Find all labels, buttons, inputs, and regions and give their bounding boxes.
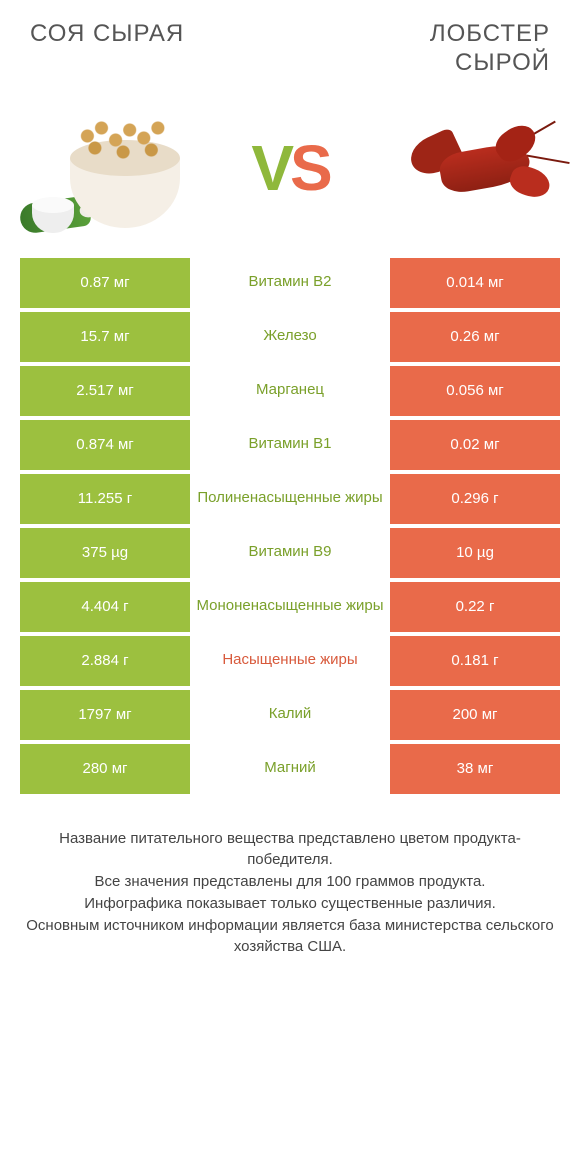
value-left: 2.884 г (20, 636, 190, 686)
value-left: 280 мг (20, 744, 190, 794)
nutrient-label: Витамин B2 (190, 258, 390, 308)
footer-line: Основным источником информации является … (24, 915, 556, 959)
table-row: 2.517 мгМарганец0.056 мг (20, 366, 560, 416)
value-right: 0.014 мг (390, 258, 560, 308)
value-right: 0.02 мг (390, 420, 560, 470)
value-left: 0.874 мг (20, 420, 190, 470)
nutrient-label: Полиненасыщенные жиры (190, 474, 390, 524)
nutrient-label: Насыщенные жиры (190, 636, 390, 686)
value-left: 2.517 мг (20, 366, 190, 416)
value-left: 4.404 г (20, 582, 190, 632)
table-row: 11.255 гПолиненасыщенные жиры0.296 г (20, 474, 560, 524)
value-right: 0.181 г (390, 636, 560, 686)
value-right: 10 µg (390, 528, 560, 578)
value-left: 1797 мг (20, 690, 190, 740)
value-left: 0.87 мг (20, 258, 190, 308)
nutrient-label: Калий (190, 690, 390, 740)
vs-v: V (251, 132, 290, 204)
value-left: 11.255 г (20, 474, 190, 524)
title-left: СОЯ СЫРАЯ (30, 20, 184, 49)
soy-image (20, 98, 200, 238)
header: СОЯ СЫРАЯ ЛОБСТЕР СЫРОЙ (0, 0, 580, 88)
footer-notes: Название питательного вещества представл… (0, 798, 580, 959)
table-row: 1797 мгКалий200 мг (20, 690, 560, 740)
images-row: VS (0, 88, 580, 258)
table-row: 0.87 мгВитамин B20.014 мг (20, 258, 560, 308)
value-right: 0.296 г (390, 474, 560, 524)
table-row: 375 µgВитамин B910 µg (20, 528, 560, 578)
footer-line: Инфографика показывает только существенн… (24, 893, 556, 915)
footer-line: Все значения представлены для 100 граммо… (24, 871, 556, 893)
nutrient-label: Мононенасыщенные жиры (190, 582, 390, 632)
vs-label: VS (251, 131, 328, 205)
value-right: 0.26 мг (390, 312, 560, 362)
nutrient-label: Витамин B1 (190, 420, 390, 470)
title-right: ЛОБСТЕР СЫРОЙ (430, 20, 550, 78)
value-right: 200 мг (390, 690, 560, 740)
value-right: 38 мг (390, 744, 560, 794)
value-left: 375 µg (20, 528, 190, 578)
comparison-table: 0.87 мгВитамин B20.014 мг15.7 мгЖелезо0.… (0, 258, 580, 794)
nutrient-label: Марганец (190, 366, 390, 416)
nutrient-label: Магний (190, 744, 390, 794)
value-right: 0.22 г (390, 582, 560, 632)
lobster-image (380, 98, 560, 238)
value-right: 0.056 мг (390, 366, 560, 416)
table-row: 0.874 мгВитамин B10.02 мг (20, 420, 560, 470)
table-row: 15.7 мгЖелезо0.26 мг (20, 312, 560, 362)
nutrient-label: Железо (190, 312, 390, 362)
table-row: 4.404 гМононенасыщенные жиры0.22 г (20, 582, 560, 632)
table-row: 280 мгМагний38 мг (20, 744, 560, 794)
vs-s: S (290, 132, 329, 204)
nutrient-label: Витамин B9 (190, 528, 390, 578)
table-row: 2.884 гНасыщенные жиры0.181 г (20, 636, 560, 686)
footer-line: Название питательного вещества представл… (24, 828, 556, 872)
value-left: 15.7 мг (20, 312, 190, 362)
